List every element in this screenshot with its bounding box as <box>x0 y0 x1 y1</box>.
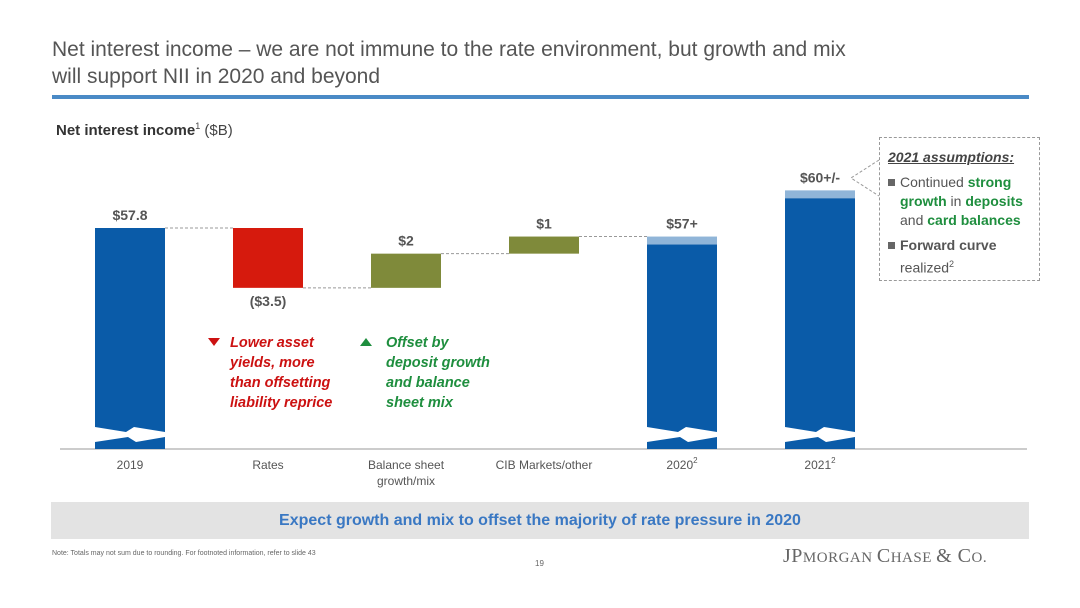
balance-note-line: sheet mix <box>386 395 453 411</box>
down-triangle-icon <box>208 338 220 346</box>
slide-title: Net interest income – we are not immune … <box>52 36 1032 90</box>
assumption-item: Continued strong growth in deposits and … <box>888 173 1039 230</box>
x-tick-label: CIB Markets/other <box>496 458 593 472</box>
assumption-text: Continued <box>900 174 968 190</box>
waterfall-chart: $57.8 ($3.5) $2 $1 $57+ $60+/- 2019 Rates Balanc… <box>60 159 1027 488</box>
bar-2021 <box>785 190 855 449</box>
slide-title-line2: will support NII in 2020 and beyond <box>52 65 381 88</box>
estimate-fade <box>647 234 717 245</box>
data-label: $60+/- <box>800 169 840 185</box>
axis-break-mark <box>785 427 855 442</box>
logo-part: MORGAN <box>802 550 877 566</box>
x-tick-label: 2019 <box>117 458 144 472</box>
rates-note-line: than offsetting <box>230 375 331 391</box>
x-tick-label: Rates <box>252 458 283 472</box>
data-label: $1 <box>536 216 552 232</box>
slide-title-line1: Net interest income – we are not immune … <box>52 38 846 61</box>
estimate-fade <box>785 188 855 199</box>
rates-note: Lower asset yields, more than offsetting… <box>230 333 332 413</box>
data-label: ($3.5) <box>250 293 287 309</box>
bar-rates <box>233 228 303 288</box>
balance-note-line: deposit growth <box>386 355 490 371</box>
logo-part: O. <box>971 550 988 566</box>
bar-cib-markets-other <box>509 236 579 254</box>
footnote: Note: Totals may not sum due to rounding… <box>52 550 316 557</box>
axis-break-mark <box>647 427 717 442</box>
assumption-text: and <box>900 212 928 228</box>
chart-subtitle-sup: 1 <box>195 121 201 131</box>
x-tick-sup: 2 <box>831 456 836 465</box>
assumption-highlight: card balances <box>927 212 1021 228</box>
balance-note: Offset by deposit growth and balance she… <box>386 333 490 413</box>
rates-note-line: yields, more <box>230 355 315 371</box>
chart-subtitle-bold: Net interest income <box>56 122 196 139</box>
callout-pointer <box>850 159 880 197</box>
chart-subtitle-unit: ($B) <box>204 122 233 139</box>
x-tick-label-line2: growth/mix <box>377 474 435 488</box>
company-logo: JPMORGAN CHASE & CO. <box>783 545 987 568</box>
x-tick-sup: 2 <box>693 456 698 465</box>
assumption-highlight: strong growth <box>900 174 1012 209</box>
assumptions-header: 2021 assumptions: <box>888 149 1015 165</box>
axis-break-mark <box>95 427 165 442</box>
key-message-banner: Expect growth and mix to offset the majo… <box>51 502 1029 539</box>
rates-note-line: liability reprice <box>230 395 333 411</box>
logo-part: & C <box>936 545 972 567</box>
bar-2020 <box>647 236 717 449</box>
assumption-bold: Forward curve <box>900 237 997 253</box>
logo-part: HASE <box>890 550 937 566</box>
bar-balance-sheet-growth-mix <box>371 253 441 288</box>
rates-note-line: Lower asset <box>230 335 314 351</box>
chart-subtitle: Net interest income1 ($B) <box>56 121 233 139</box>
assumption-text: in <box>946 193 966 209</box>
assumption-sup: 2 <box>949 259 955 269</box>
title-divider <box>52 95 1029 99</box>
assumption-text: realized <box>900 259 950 276</box>
balance-note-line: Offset by <box>386 335 449 351</box>
logo-part: JP <box>783 545 803 567</box>
assumption-item: Forward curve realized2 <box>888 236 1039 278</box>
x-tick-label: 20202 <box>666 456 698 472</box>
data-label: $57.8 <box>112 207 147 223</box>
data-label: $2 <box>398 233 414 249</box>
assumption-highlight: deposits <box>965 193 1023 209</box>
up-triangle-icon <box>360 338 372 346</box>
balance-note-line: and balance <box>386 375 470 391</box>
assumptions-box: 2021 assumptions: Continued strong growt… <box>879 137 1040 281</box>
page-number: 19 <box>535 559 544 568</box>
x-tick-label: 20212 <box>804 456 836 472</box>
data-label: $57+ <box>666 216 698 232</box>
bar-2019 <box>95 228 165 449</box>
logo-part: C <box>876 545 891 567</box>
x-tick-label: Balance sheet <box>368 458 445 472</box>
